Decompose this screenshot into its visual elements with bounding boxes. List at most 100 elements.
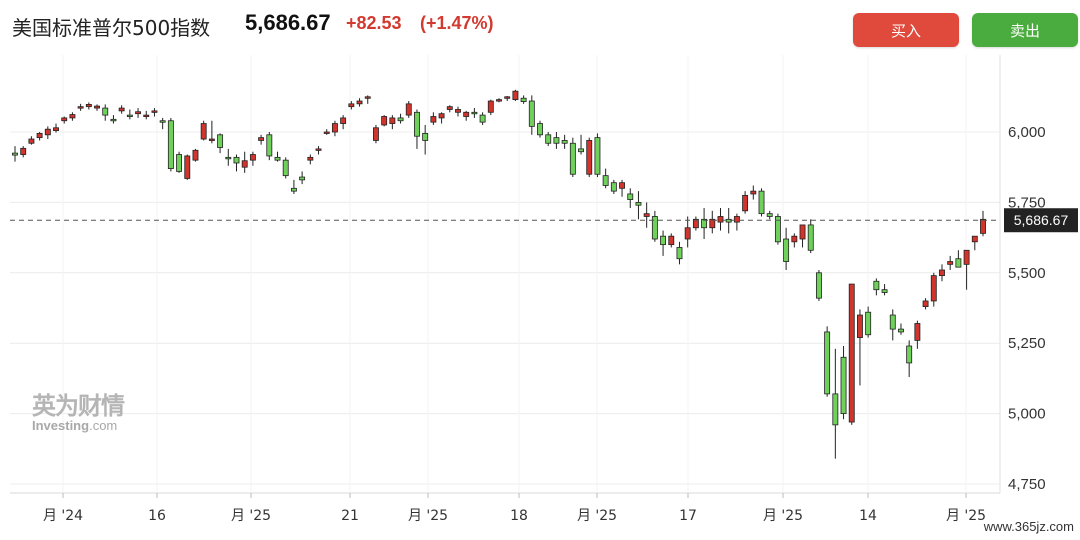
candle-body [53,127,59,131]
candle-body [61,117,68,122]
candle [881,284,888,296]
candle [635,191,642,220]
candle-body [397,117,404,122]
candle [44,126,51,140]
candle-body [225,156,232,160]
candle-body [126,114,133,118]
candle [85,102,92,110]
candles-layer [12,89,986,459]
candle-body [94,105,100,109]
candle [610,179,617,194]
candle-body [709,218,716,229]
candle [69,112,76,121]
x-tick-label: 21 [341,508,359,524]
candle [143,110,150,120]
candle-body [594,137,601,175]
candle-body [479,114,486,123]
candle [389,115,396,130]
sell-button[interactable]: 卖出 [972,13,1078,47]
candle [750,185,757,200]
candle [340,115,347,130]
candle-body [643,213,650,217]
candle [307,154,314,165]
candle-body [331,123,338,133]
candle-body [783,238,790,262]
chart-grid [10,55,1001,494]
candle [192,148,199,162]
buy-button[interactable]: 买入 [853,13,959,47]
y-tick-label: 5,250 [1008,335,1046,352]
watermark-en: Investing.com [32,419,124,432]
candle-body [414,111,420,137]
quote-header: 美国标准普尔500指数 5,686.67 +82.53 (+1.47%) 买入 … [0,0,1080,52]
x-axis: 月 '24 16 月 '25 21 月 '25 18 月 '25 17 月 '25 14 月 '25 [43,493,986,524]
x-tick-label: 月 '25 [946,508,986,524]
candle [496,98,502,103]
candle-body [381,116,388,126]
candle [159,117,166,130]
candle [766,210,773,220]
candle-body [176,154,183,172]
candle [873,278,880,296]
candle-body [930,275,937,302]
candle [274,151,281,162]
x-tick-label: 月 '25 [408,508,448,524]
candle-body [307,156,314,161]
candle [512,89,519,102]
candle-body [167,120,174,170]
candle [627,188,634,209]
candle [914,320,921,349]
candle-body [815,272,822,299]
candle [118,105,125,114]
candle-body [569,142,576,175]
candle [742,191,749,214]
candle [94,104,100,111]
candle [61,116,68,124]
candle-body [857,314,863,338]
x-tick-label: 18 [510,508,528,524]
candle [651,210,658,242]
candle-body [135,111,141,115]
candle-body [889,314,896,330]
candle-body [504,96,511,99]
candle-body [774,216,781,243]
candle [184,154,191,180]
candle [438,112,445,124]
candle [348,101,355,110]
candle-body [692,218,699,229]
candle-body [249,154,256,161]
candle [249,151,256,166]
x-tick-label: 月 '24 [43,508,83,524]
candle-body [12,152,18,156]
candle-body [840,356,847,414]
last-price-tag-text: 5,686.67 [1014,212,1069,228]
site-watermark: www.365jz.com [983,519,1074,534]
candle-body [791,235,798,243]
y-tick-label: 5,000 [1008,406,1046,423]
candle-body [971,235,978,243]
overlay-layer: 5,686.67 [10,208,1078,233]
candle [381,115,388,127]
candle-body [102,107,109,116]
candle [643,202,650,228]
candle [545,132,552,147]
candle [258,134,265,145]
candle [217,133,224,154]
last-price-tag [1004,208,1078,233]
candle [373,124,379,144]
candle [733,213,740,231]
candle-body [586,140,593,175]
candle-body [208,138,215,141]
candle [561,134,568,149]
candle [225,148,232,166]
candle-body [939,269,945,277]
candle-body [496,99,502,102]
candle [233,154,240,172]
candle [20,146,27,158]
candle [602,168,609,189]
candle [668,233,675,248]
candle-body [922,300,929,307]
candle-body [610,182,617,192]
candle [315,146,322,155]
